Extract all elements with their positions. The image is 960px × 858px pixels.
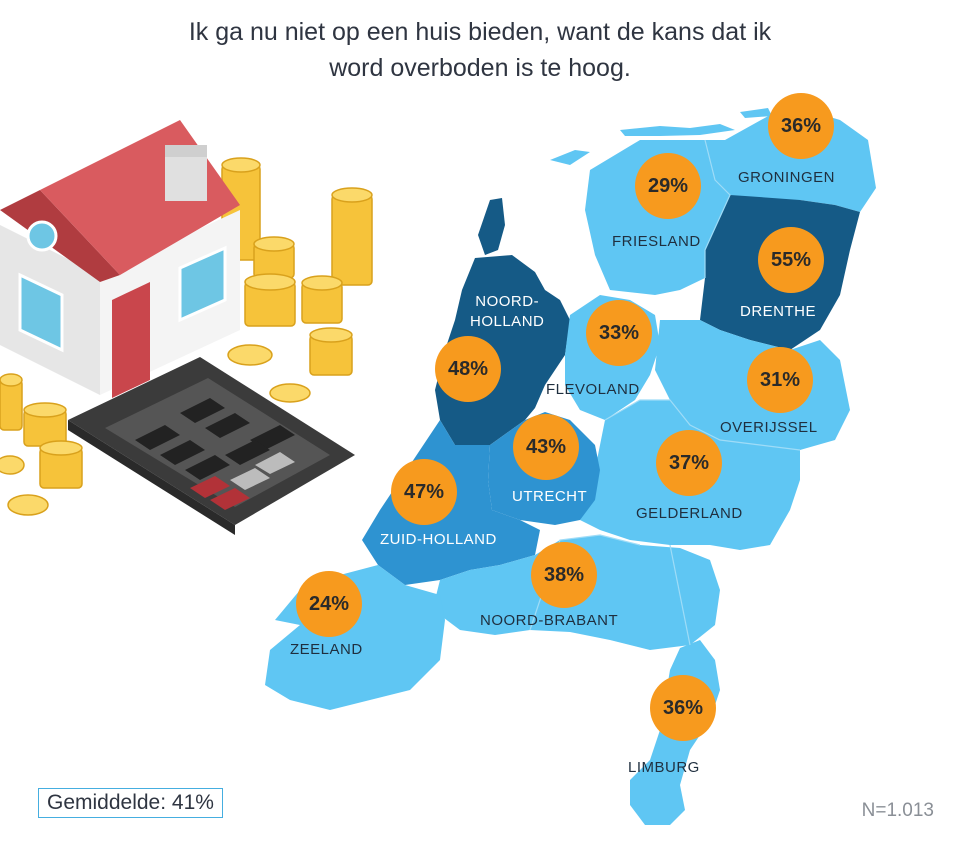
label-utrecht: UTRECHT — [512, 488, 588, 505]
label-overijssel: OVERIJSSEL — [720, 419, 818, 436]
value-bubble-noord-brabant: 38% — [531, 542, 597, 608]
label-noord-holland: NOORD- HOLLAND — [470, 292, 544, 332]
label-drenthe: DRENTHE — [740, 303, 817, 320]
value-bubble-limburg: 36% — [650, 675, 716, 741]
value-bubble-friesland: 29% — [635, 153, 701, 219]
value-bubble-gelderland: 37% — [656, 430, 722, 496]
title-line-2: word overboden is te hoog. — [329, 54, 631, 82]
label-zeeland: ZEELAND — [290, 641, 363, 658]
label-zuid-holland: ZUID-HOLLAND — [380, 531, 497, 548]
wadden-islands — [550, 108, 772, 165]
value-bubble-drenthe: 55% — [758, 227, 824, 293]
page-title: Ik ga nu niet op een huis bieden, want d… — [120, 14, 840, 86]
province-groningen — [705, 108, 876, 212]
label-noord-holland-line1: NOORD- — [475, 293, 540, 310]
label-flevoland: FLEVOLAND — [546, 381, 640, 398]
value-bubble-noord-holland: 48% — [435, 336, 501, 402]
label-noord-holland-line2: HOLLAND — [470, 313, 545, 330]
value-bubble-groningen: 36% — [768, 93, 834, 159]
label-limburg: LIMBURG — [628, 759, 700, 776]
label-noord-brabant: NOORD-BRABANT — [480, 612, 619, 629]
average-box: Gemiddelde: 41% — [38, 788, 223, 818]
value-bubble-overijssel: 31% — [747, 347, 813, 413]
label-groningen: GRONINGEN — [738, 169, 836, 186]
title-line-1: Ik ga nu niet op een huis bieden, want d… — [188, 18, 772, 46]
value-bubble-zeeland: 24% — [296, 571, 362, 637]
label-friesland: FRIESLAND — [612, 233, 701, 250]
value-bubble-flevoland: 33% — [586, 300, 652, 366]
house-illustration — [0, 120, 373, 535]
value-bubble-zuid-holland: 47% — [391, 459, 457, 525]
label-gelderland: GELDERLAND — [636, 505, 743, 522]
sample-size: N=1.013 — [861, 800, 934, 821]
value-bubble-utrecht: 43% — [513, 414, 579, 480]
